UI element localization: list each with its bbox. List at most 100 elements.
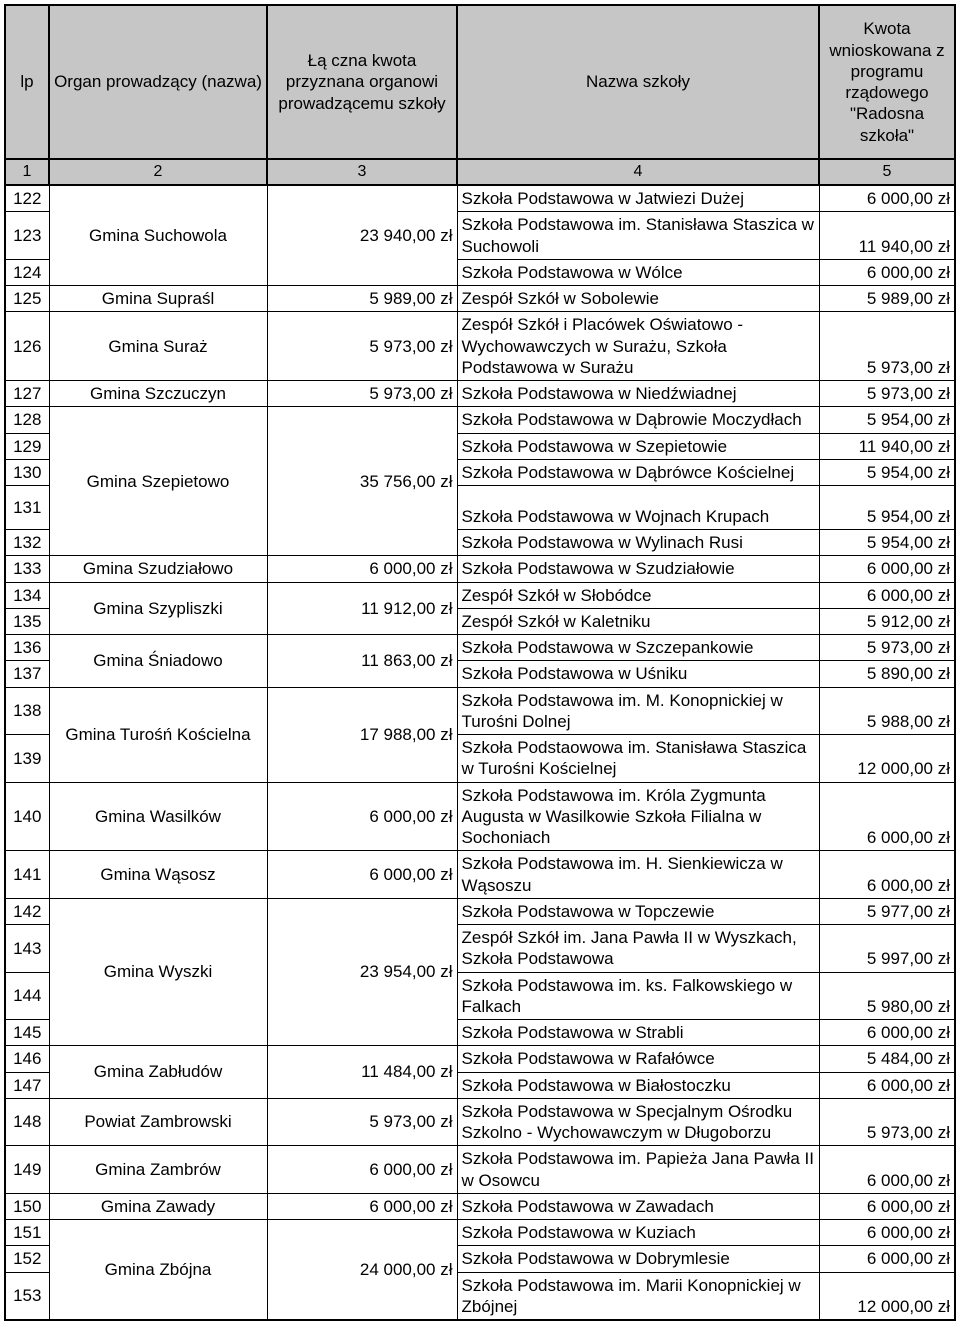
cell-lp: 131: [5, 486, 49, 530]
cell-organ: Gmina Wąsosz: [49, 851, 267, 899]
cell-school: Szkoła Podstawowa w Zawadach: [457, 1193, 819, 1219]
cell-kwota: 6 000,00 zł: [819, 851, 955, 899]
cell-lp: 147: [5, 1072, 49, 1098]
cell-organ: Gmina Zbójna: [49, 1220, 267, 1321]
cell-lp: 153: [5, 1272, 49, 1320]
cell-kwota: 5 954,00 zł: [819, 530, 955, 556]
cell-lp: 148: [5, 1098, 49, 1146]
cell-kwota: 6 000,00 zł: [819, 1246, 955, 1272]
cell-amount: 23 940,00 zł: [267, 185, 457, 286]
cell-kwota: 5 484,00 zł: [819, 1046, 955, 1072]
cell-kwota: 5 954,00 zł: [819, 407, 955, 433]
cell-amount: 5 989,00 zł: [267, 286, 457, 312]
header-kwota: Kwota wnioskowana z programu rządowego "…: [819, 5, 955, 159]
cell-school: Szkoła Podstawowa w Specjalnym Ośrodku S…: [457, 1098, 819, 1146]
cell-school: Zespół Szkół i Placówek Oświatowo - Wych…: [457, 312, 819, 381]
cell-lp: 150: [5, 1193, 49, 1219]
header-num-1: 1: [5, 159, 49, 185]
cell-school: Szkoła Podstaowowa im. Stanisława Staszi…: [457, 735, 819, 783]
cell-school: Szkoła Podstawowa w Strabli: [457, 1020, 819, 1046]
cell-amount: 23 954,00 zł: [267, 898, 457, 1046]
header-num-5: 5: [819, 159, 955, 185]
header-organ: Organ prowadzący (nazwa): [49, 5, 267, 159]
cell-lp: 135: [5, 608, 49, 634]
cell-kwota: 6 000,00 zł: [819, 259, 955, 285]
cell-lp: 138: [5, 687, 49, 735]
cell-kwota: 6 000,00 zł: [819, 556, 955, 582]
table-row: 142Gmina Wyszki23 954,00 złSzkoła Podsta…: [5, 898, 955, 924]
cell-school: Szkoła Podstawowa w Szczepankowie: [457, 635, 819, 661]
cell-school: Szkoła Podstawowa w Białostoczku: [457, 1072, 819, 1098]
cell-lp: 125: [5, 286, 49, 312]
cell-organ: Gmina Śniadowo: [49, 635, 267, 688]
cell-kwota: 5 973,00 zł: [819, 1098, 955, 1146]
cell-school: Szkoła Podstawowa w Wojnach Krupach: [457, 486, 819, 530]
cell-lp: 134: [5, 582, 49, 608]
cell-amount: 5 973,00 zł: [267, 312, 457, 381]
table-row: 125Gmina Supraśl5 989,00 złZespół Szkół …: [5, 286, 955, 312]
cell-amount: 6 000,00 zł: [267, 1146, 457, 1194]
cell-organ: Gmina Szypliszki: [49, 582, 267, 635]
cell-organ: Gmina Zabłudów: [49, 1046, 267, 1099]
cell-organ: Gmina Szudziałowo: [49, 556, 267, 582]
cell-kwota: 5 988,00 zł: [819, 687, 955, 735]
cell-kwota: 5 973,00 zł: [819, 635, 955, 661]
cell-amount: 6 000,00 zł: [267, 1193, 457, 1219]
cell-amount: 6 000,00 zł: [267, 851, 457, 899]
cell-amount: 6 000,00 zł: [267, 782, 457, 851]
cell-kwota: 5 890,00 zł: [819, 661, 955, 687]
cell-lp: 132: [5, 530, 49, 556]
cell-lp: 122: [5, 185, 49, 212]
cell-lp: 146: [5, 1046, 49, 1072]
cell-lp: 130: [5, 459, 49, 485]
cell-amount: 11 484,00 zł: [267, 1046, 457, 1099]
cell-lp: 140: [5, 782, 49, 851]
cell-kwota: 11 940,00 zł: [819, 212, 955, 260]
table-row: 122Gmina Suchowola23 940,00 złSzkoła Pod…: [5, 185, 955, 212]
cell-lp: 139: [5, 735, 49, 783]
cell-organ: Gmina Wasilków: [49, 782, 267, 851]
cell-organ: Gmina Wyszki: [49, 898, 267, 1046]
table-row: 126Gmina Suraż5 973,00 złZespół Szkół i …: [5, 312, 955, 381]
table-row: 138Gmina Turośń Kościelna17 988,00 złSzk…: [5, 687, 955, 735]
cell-lp: 133: [5, 556, 49, 582]
cell-school: Zespół Szkół w Kaletniku: [457, 608, 819, 634]
cell-lp: 149: [5, 1146, 49, 1194]
table-row: 128Gmina Szepietowo35 756,00 złSzkoła Po…: [5, 407, 955, 433]
cell-kwota: 6 000,00 zł: [819, 185, 955, 212]
cell-lp: 129: [5, 433, 49, 459]
cell-school: Szkoła Podstawowa w Dąbrówce Kościelnej: [457, 459, 819, 485]
cell-school: Szkoła Podstawowa im. M. Konopnickiej w …: [457, 687, 819, 735]
cell-kwota: 6 000,00 zł: [819, 1193, 955, 1219]
cell-school: Szkoła Podstawowa w Topczewie: [457, 898, 819, 924]
cell-school: Szkoła Podstawowa im. Marii Konopnickiej…: [457, 1272, 819, 1320]
table-row: 133Gmina Szudziałowo6 000,00 złSzkoła Po…: [5, 556, 955, 582]
cell-school: Szkoła Podstawowa w Rafałówce: [457, 1046, 819, 1072]
cell-organ: Gmina Zambrów: [49, 1146, 267, 1194]
cell-kwota: 5 973,00 zł: [819, 312, 955, 381]
schools-funding-table: lp Organ prowadzący (nazwa) Łą czna kwot…: [4, 4, 956, 1321]
cell-school: Szkoła Podstawowa w Szepietowie: [457, 433, 819, 459]
cell-school: Szkoła Podstawowa im. H. Sienkiewicza w …: [457, 851, 819, 899]
cell-amount: 6 000,00 zł: [267, 556, 457, 582]
cell-amount: 24 000,00 zł: [267, 1220, 457, 1321]
cell-school: Szkoła Podstawowa w Dobrymlesie: [457, 1246, 819, 1272]
cell-organ: Gmina Turośń Kościelna: [49, 687, 267, 782]
table-row: 127Gmina Szczuczyn5 973,00 złSzkoła Pods…: [5, 381, 955, 407]
cell-lp: 123: [5, 212, 49, 260]
table-row: 141Gmina Wąsosz6 000,00 złSzkoła Podstaw…: [5, 851, 955, 899]
table-row: 134Gmina Szypliszki11 912,00 złZespół Sz…: [5, 582, 955, 608]
cell-lp: 137: [5, 661, 49, 687]
cell-organ: Gmina Szczuczyn: [49, 381, 267, 407]
cell-school: Szkoła Podstawowa w Jatwiezi Dużej: [457, 185, 819, 212]
table-row: 136Gmina Śniadowo11 863,00 złSzkoła Pods…: [5, 635, 955, 661]
table-row: 140Gmina Wasilków6 000,00 złSzkoła Podst…: [5, 782, 955, 851]
cell-lp: 142: [5, 898, 49, 924]
cell-kwota: 12 000,00 zł: [819, 735, 955, 783]
cell-organ: Gmina Szepietowo: [49, 407, 267, 556]
cell-lp: 144: [5, 972, 49, 1020]
cell-lp: 136: [5, 635, 49, 661]
cell-kwota: 6 000,00 zł: [819, 1220, 955, 1246]
cell-kwota: 11 940,00 zł: [819, 433, 955, 459]
cell-kwota: 5 977,00 zł: [819, 898, 955, 924]
